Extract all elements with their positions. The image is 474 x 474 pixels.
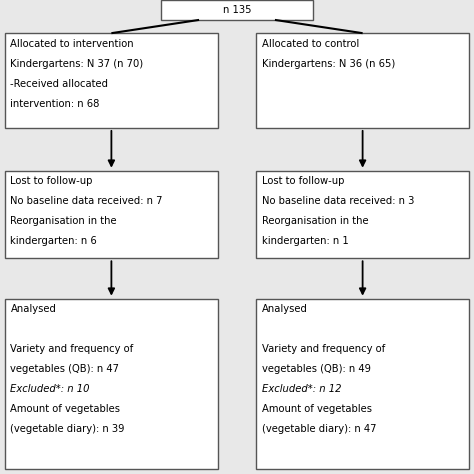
Text: No baseline data received: n 7: No baseline data received: n 7 — [10, 196, 163, 206]
FancyBboxPatch shape — [256, 171, 469, 258]
Text: intervention: n 68: intervention: n 68 — [10, 99, 100, 109]
Text: Excluded*: n 10: Excluded*: n 10 — [10, 384, 90, 394]
Text: kindergarten: n 6: kindergarten: n 6 — [10, 236, 97, 246]
Text: -Received allocated: -Received allocated — [10, 79, 109, 89]
Text: Excluded*: n 12: Excluded*: n 12 — [262, 384, 341, 394]
Text: vegetables (QB): n 49: vegetables (QB): n 49 — [262, 364, 371, 374]
FancyBboxPatch shape — [256, 33, 469, 128]
Text: Kindergartens: N 37 (n 70): Kindergartens: N 37 (n 70) — [10, 59, 144, 69]
Text: Amount of vegetables: Amount of vegetables — [262, 404, 372, 414]
Text: Lost to follow-up: Lost to follow-up — [262, 176, 344, 186]
Text: vegetables (QB): n 47: vegetables (QB): n 47 — [10, 364, 119, 374]
Text: Analysed: Analysed — [10, 304, 56, 314]
Text: Allocated to control: Allocated to control — [262, 39, 359, 49]
Text: Lost to follow-up: Lost to follow-up — [10, 176, 93, 186]
Text: Analysed: Analysed — [262, 304, 308, 314]
Text: Variety and frequency of: Variety and frequency of — [262, 344, 385, 354]
FancyBboxPatch shape — [5, 299, 218, 469]
FancyBboxPatch shape — [5, 171, 218, 258]
Text: (vegetable diary): n 47: (vegetable diary): n 47 — [262, 424, 376, 434]
Text: kindergarten: n 1: kindergarten: n 1 — [262, 236, 348, 246]
Text: (vegetable diary): n 39: (vegetable diary): n 39 — [10, 424, 125, 434]
Text: n 135: n 135 — [223, 5, 251, 15]
FancyBboxPatch shape — [161, 0, 313, 20]
Text: No baseline data received: n 3: No baseline data received: n 3 — [262, 196, 414, 206]
Text: Variety and frequency of: Variety and frequency of — [10, 344, 134, 354]
FancyBboxPatch shape — [5, 33, 218, 128]
Text: Reorganisation in the: Reorganisation in the — [10, 216, 117, 226]
Text: Allocated to intervention: Allocated to intervention — [10, 39, 134, 49]
Text: Reorganisation in the: Reorganisation in the — [262, 216, 368, 226]
Text: Amount of vegetables: Amount of vegetables — [10, 404, 120, 414]
FancyBboxPatch shape — [256, 299, 469, 469]
Text: Kindergartens: N 36 (n 65): Kindergartens: N 36 (n 65) — [262, 59, 395, 69]
